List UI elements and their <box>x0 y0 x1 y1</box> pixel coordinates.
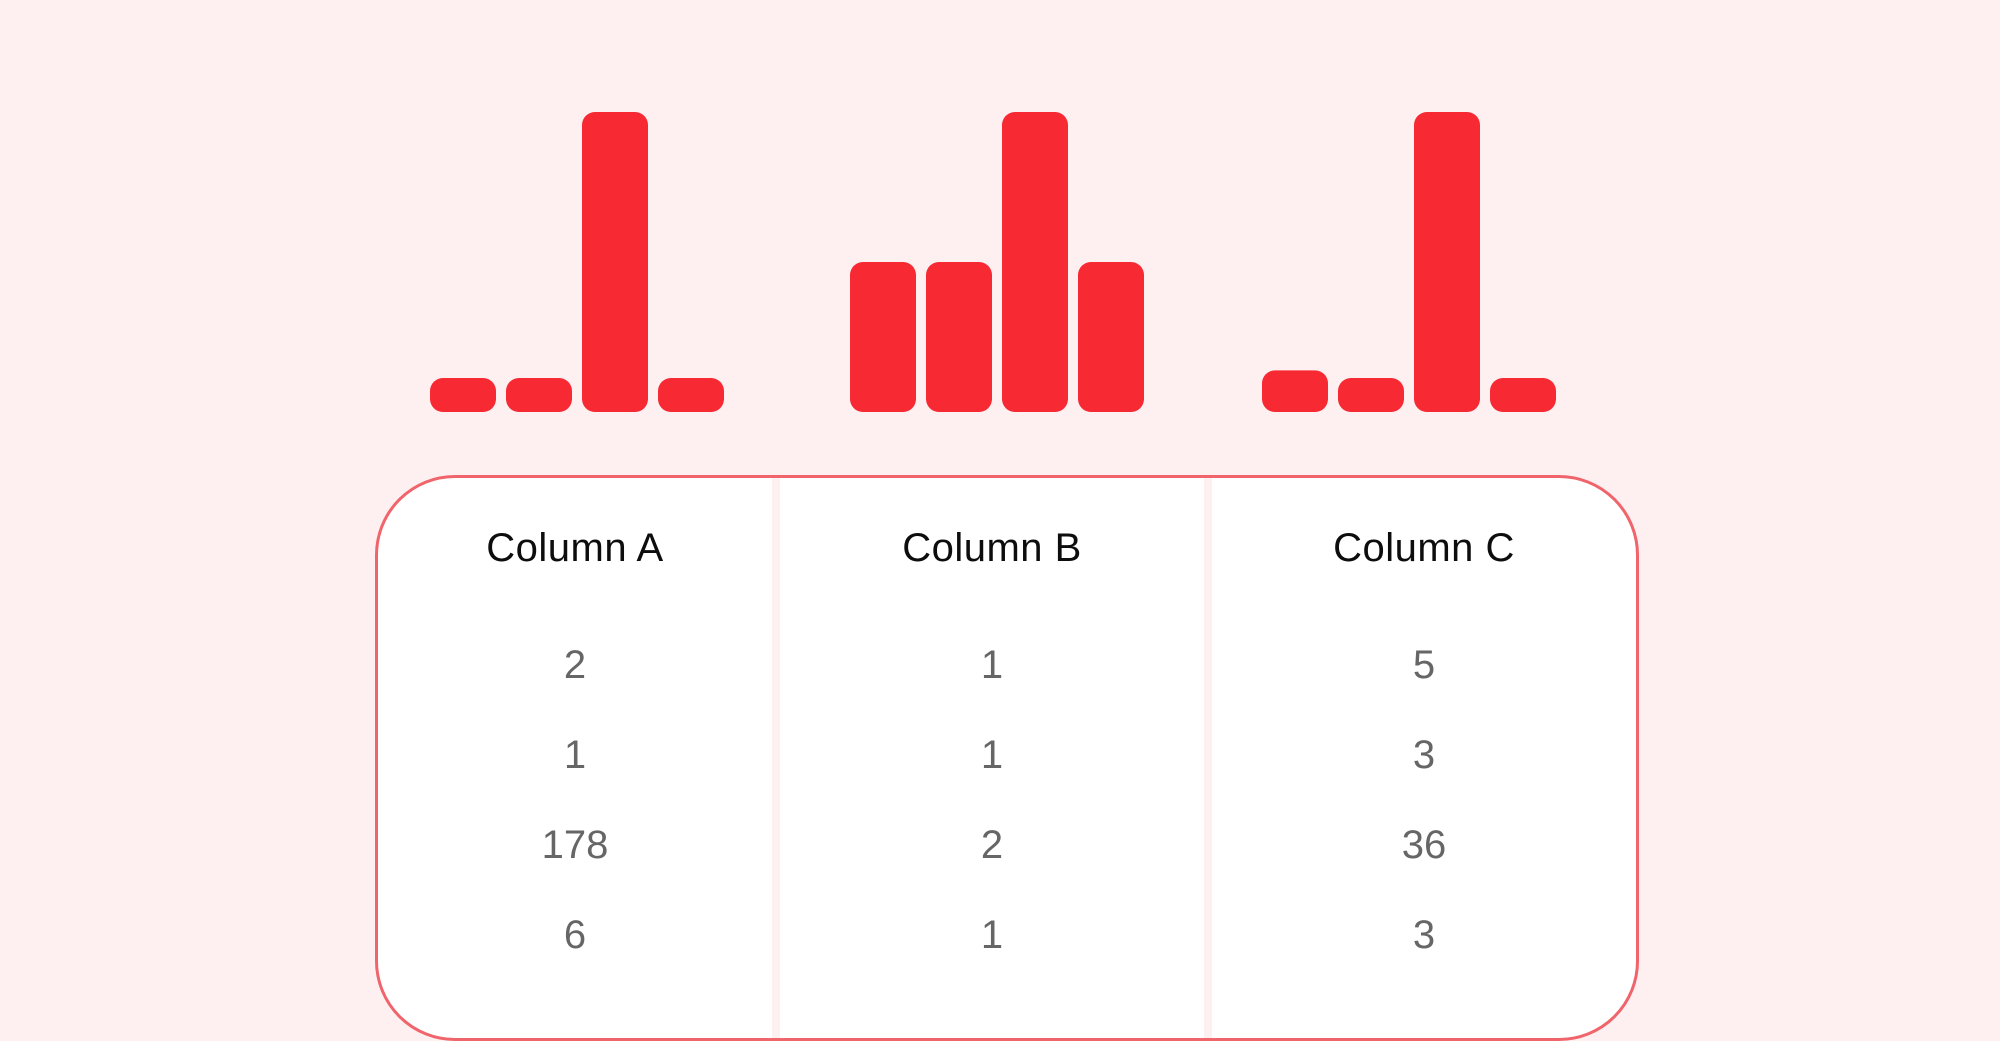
data-table: Column A 2 1 178 6 Column B 1 1 2 1 Colu… <box>375 475 1639 1041</box>
table-cell: 3 <box>1412 733 1436 777</box>
bar <box>430 378 496 412</box>
column-divider <box>1204 478 1212 1038</box>
bar <box>582 112 648 412</box>
bar <box>1414 112 1480 412</box>
bar <box>658 378 724 412</box>
table-cell: 1 <box>980 913 1004 957</box>
bar <box>1490 378 1556 412</box>
table-cell: 2 <box>563 643 587 687</box>
bar <box>850 262 916 412</box>
column-divider <box>772 478 780 1038</box>
bar <box>926 262 992 412</box>
bar <box>1338 378 1404 412</box>
column-a-header: Column A <box>486 526 664 570</box>
bar <box>1262 370 1328 412</box>
table-cell: 3 <box>1412 913 1436 957</box>
bar <box>1002 112 1068 412</box>
table-cell: 178 <box>541 823 609 867</box>
table-cell: 5 <box>1412 643 1436 687</box>
column-c: Column C 5 3 36 3 <box>1212 478 1636 1038</box>
table-cell: 1 <box>980 733 1004 777</box>
table-cell: 6 <box>563 913 587 957</box>
bar-chart-b <box>850 112 1144 412</box>
bar <box>1078 262 1144 412</box>
column-a: Column A 2 1 178 6 <box>378 478 772 1038</box>
table-cell: 1 <box>980 643 1004 687</box>
bar <box>506 378 572 412</box>
column-c-header: Column C <box>1333 526 1515 570</box>
sparkline-bar-charts <box>0 0 2000 440</box>
table-cell: 2 <box>980 823 1004 867</box>
bar-chart-a <box>430 112 724 412</box>
table-cell: 36 <box>1401 823 1447 867</box>
bar-chart-c <box>1262 112 1556 412</box>
table-cell: 1 <box>563 733 587 777</box>
column-b-header: Column B <box>902 526 1082 570</box>
column-b: Column B 1 1 2 1 <box>780 478 1204 1038</box>
